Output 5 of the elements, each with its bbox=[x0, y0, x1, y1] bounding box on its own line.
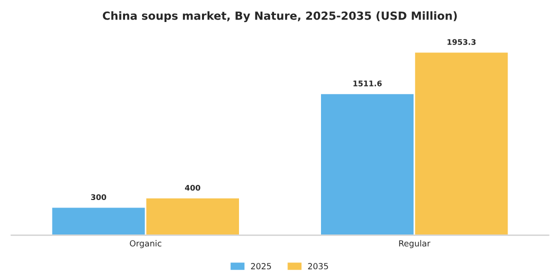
chart-title: China soups market, By Nature, 2025-2035 (USD Million) bbox=[102, 11, 457, 22]
legend-label: 2025 bbox=[251, 263, 271, 270]
legend-label: 2035 bbox=[308, 263, 328, 270]
x-tick-label: Regular bbox=[399, 240, 430, 248]
x-tick-label: Organic bbox=[130, 240, 162, 248]
